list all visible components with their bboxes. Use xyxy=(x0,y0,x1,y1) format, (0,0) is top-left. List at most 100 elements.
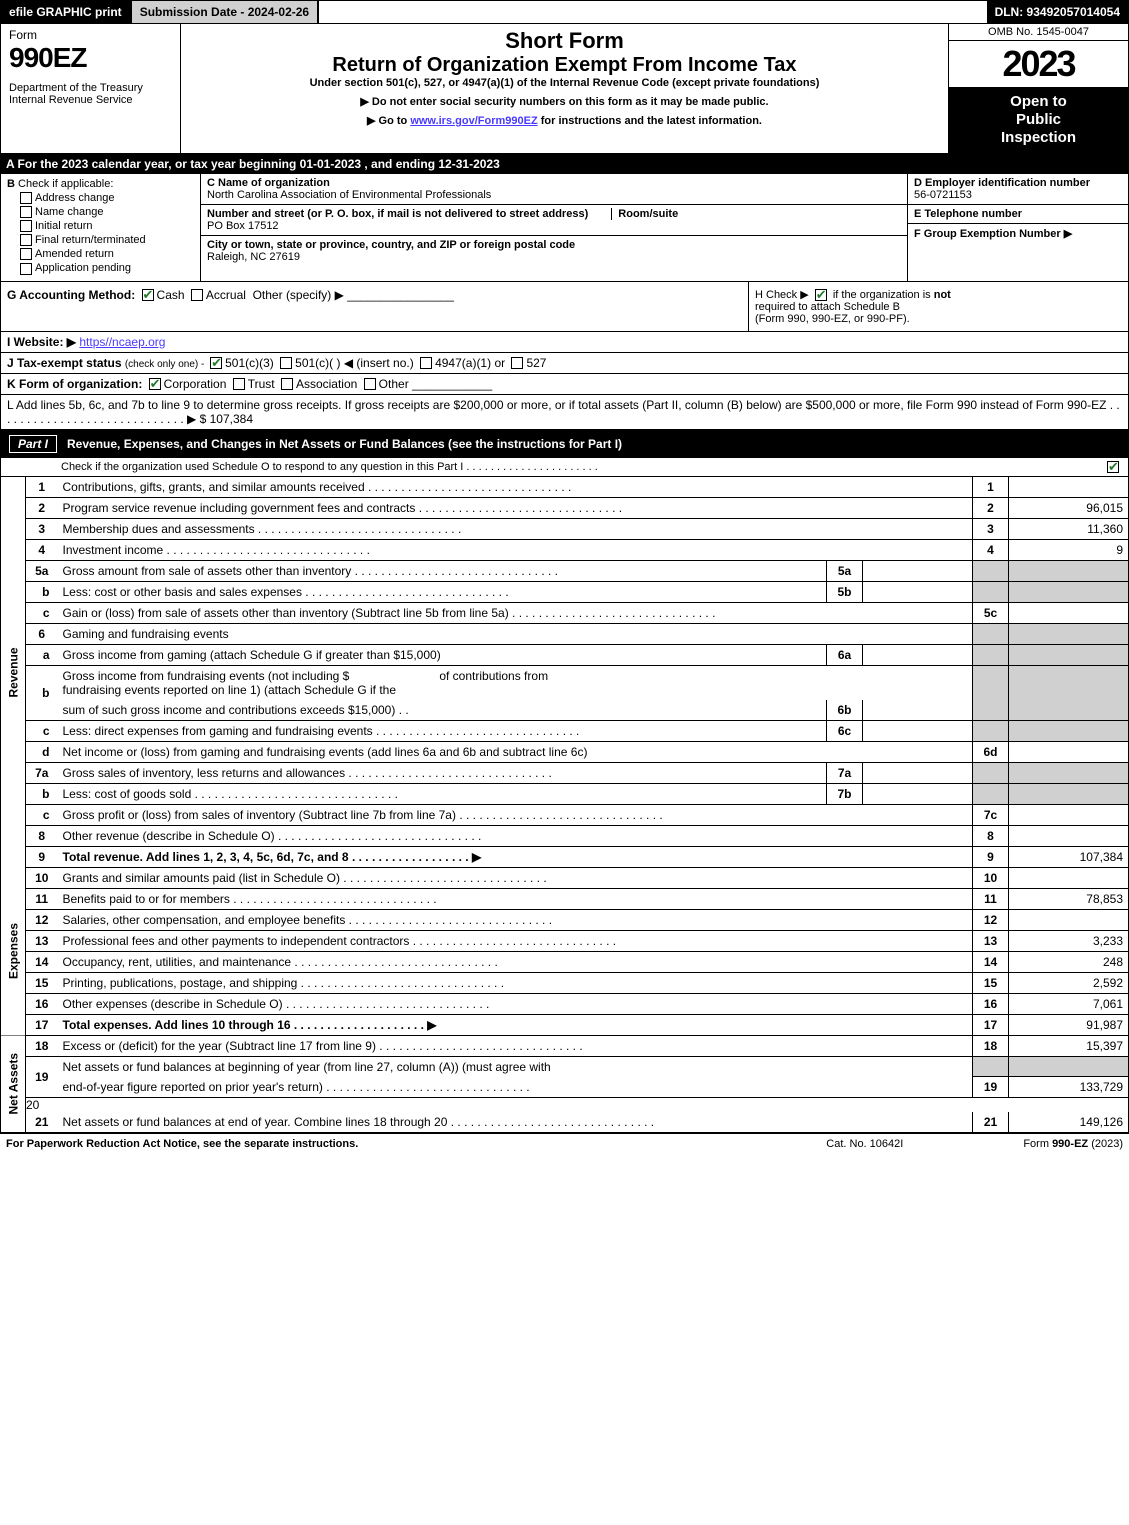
numcol: 10 xyxy=(973,867,1009,888)
ck-trust[interactable] xyxy=(233,378,245,390)
ck-accrual[interactable] xyxy=(191,289,203,301)
ck-other[interactable] xyxy=(364,378,376,390)
table-row: b Less: cost or other basis and sales ex… xyxy=(1,581,1129,602)
numcol xyxy=(973,1056,1009,1077)
part1-sub: Check if the organization used Schedule … xyxy=(0,458,1129,477)
open-l1: Open to xyxy=(953,93,1124,111)
numcol xyxy=(973,762,1009,783)
form-header: Form 990EZ Department of the Treasury In… xyxy=(0,24,1129,154)
ck-name-change[interactable]: Name change xyxy=(17,206,194,218)
numcol: 9 xyxy=(973,846,1009,867)
ln: 11 xyxy=(26,888,58,909)
footer-mid: Cat. No. 10642I xyxy=(826,1138,903,1150)
valcol: 149,126 xyxy=(1009,1112,1129,1133)
ck-corp[interactable] xyxy=(149,378,161,390)
valcol xyxy=(1009,762,1129,783)
k-line: ____________ xyxy=(412,377,492,391)
section-g: G Accounting Method: Cash Accrual Other … xyxy=(1,282,748,331)
g-label: G Accounting Method: xyxy=(7,288,135,302)
table-row: sum of such gross income and contributio… xyxy=(1,700,1129,721)
c-name: North Carolina Association of Environmen… xyxy=(207,189,901,201)
h-l3: (Form 990, 990-EZ, or 990-PF). xyxy=(755,313,910,325)
form-number: 990EZ xyxy=(9,42,172,74)
efile-print[interactable]: efile GRAPHIC print xyxy=(1,1,130,23)
ck-h[interactable] xyxy=(815,289,827,301)
ck-527[interactable] xyxy=(511,357,523,369)
ck-application-pending[interactable]: Application pending xyxy=(17,262,194,274)
desc: Gross amount from sale of assets other t… xyxy=(58,560,827,581)
ck-amended-return[interactable]: Amended return xyxy=(17,248,194,260)
valcol xyxy=(1009,644,1129,665)
ln: 6 xyxy=(26,623,58,644)
valcol: 15,397 xyxy=(1009,1035,1129,1056)
numcol: 13 xyxy=(973,930,1009,951)
desc: Professional fees and other payments to … xyxy=(58,930,973,951)
numcol: 14 xyxy=(973,951,1009,972)
ln: 8 xyxy=(26,825,58,846)
numcol: 5c xyxy=(973,602,1009,623)
ck-initial-return[interactable]: Initial return xyxy=(17,220,194,232)
ck-501c[interactable] xyxy=(280,357,292,369)
ck-4947[interactable] xyxy=(420,357,432,369)
j-small: (check only one) - xyxy=(125,359,207,370)
ck-assoc[interactable] xyxy=(281,378,293,390)
inline-val xyxy=(863,644,973,665)
table-row: 13 Professional fees and other payments … xyxy=(1,930,1129,951)
k-o1: Corporation xyxy=(164,377,227,391)
ck-part1-scho[interactable] xyxy=(1107,461,1119,473)
valcol: 91,987 xyxy=(1009,1014,1129,1035)
ck-cash[interactable] xyxy=(142,289,154,301)
block-bcdef: B Check if applicable: Address change Na… xyxy=(0,174,1129,282)
numcol xyxy=(973,644,1009,665)
d-block: D Employer identification number 56-0721… xyxy=(908,174,1128,205)
f-block: F Group Exemption Number ▶ xyxy=(908,224,1128,243)
table-row: 11 Benefits paid to or for members 11 78… xyxy=(1,888,1129,909)
part1-header: Part I Revenue, Expenses, and Changes in… xyxy=(0,430,1129,458)
c-street-h: Number and street (or P. O. box, if mail… xyxy=(207,208,588,220)
desc: Gross sales of inventory, less returns a… xyxy=(58,762,827,783)
i-link[interactable]: https//ncaep.org xyxy=(79,335,165,349)
table-row: end-of-year figure reported on prior yea… xyxy=(1,1077,1129,1098)
part1-sub-text: Check if the organization used Schedule … xyxy=(61,461,1104,473)
desc: Membership dues and assessments xyxy=(58,518,973,539)
part1-title: Revenue, Expenses, and Changes in Net As… xyxy=(67,437,622,451)
j-o2: 501(c)( ) ◀ (insert no.) xyxy=(295,356,414,370)
goto-link[interactable]: www.irs.gov/Form990EZ xyxy=(410,115,537,127)
valcol xyxy=(1009,602,1129,623)
ln: b xyxy=(26,581,58,602)
ck-501c3[interactable] xyxy=(210,357,222,369)
k-o4: Other xyxy=(379,377,409,391)
short-form-title: Short Form xyxy=(189,28,940,54)
row-i: I Website: ▶ https//ncaep.org xyxy=(0,332,1129,353)
ln: c xyxy=(26,720,58,741)
table-row: 20 xyxy=(1,1098,1129,1113)
numcol: 12 xyxy=(973,909,1009,930)
ln: 16 xyxy=(26,993,58,1014)
desc: Gaming and fundraising events xyxy=(58,623,973,644)
ck-final-return[interactable]: Final return/terminated xyxy=(17,234,194,246)
table-row: Net Assets 18 Excess or (deficit) for th… xyxy=(1,1035,1129,1056)
numcol: 18 xyxy=(973,1035,1009,1056)
desc: Total revenue. Add lines 1, 2, 3, 4, 5c,… xyxy=(58,846,973,867)
row-l: L Add lines 5b, 6c, and 7b to line 9 to … xyxy=(0,395,1129,430)
ck-address-change[interactable]: Address change xyxy=(17,192,194,204)
ln: c xyxy=(26,804,58,825)
table-row: 7a Gross sales of inventory, less return… xyxy=(1,762,1129,783)
inline-num: 6c xyxy=(827,720,863,741)
j-o1: 501(c)(3) xyxy=(225,356,274,370)
c-room-h: Room/suite xyxy=(611,208,678,220)
desc: Investment income xyxy=(58,539,973,560)
table-row: 8 Other revenue (describe in Schedule O)… xyxy=(1,825,1129,846)
c-name-h: C Name of organization xyxy=(207,177,901,189)
table-row: 17 Total expenses. Add lines 10 through … xyxy=(1,1014,1129,1035)
header-mid: Short Form Return of Organization Exempt… xyxy=(181,24,948,153)
j-label: J Tax-exempt status xyxy=(7,356,122,370)
ln: 15 xyxy=(26,972,58,993)
goto-pre: ▶ Go to xyxy=(367,115,410,127)
valcol: 78,853 xyxy=(1009,888,1129,909)
desc: Less: cost or other basis and sales expe… xyxy=(58,581,827,602)
e-h: E Telephone number xyxy=(914,208,1122,220)
inline-num: 6a xyxy=(827,644,863,665)
section-revenue: Revenue xyxy=(1,477,26,868)
desc: Contributions, gifts, grants, and simila… xyxy=(58,477,973,498)
